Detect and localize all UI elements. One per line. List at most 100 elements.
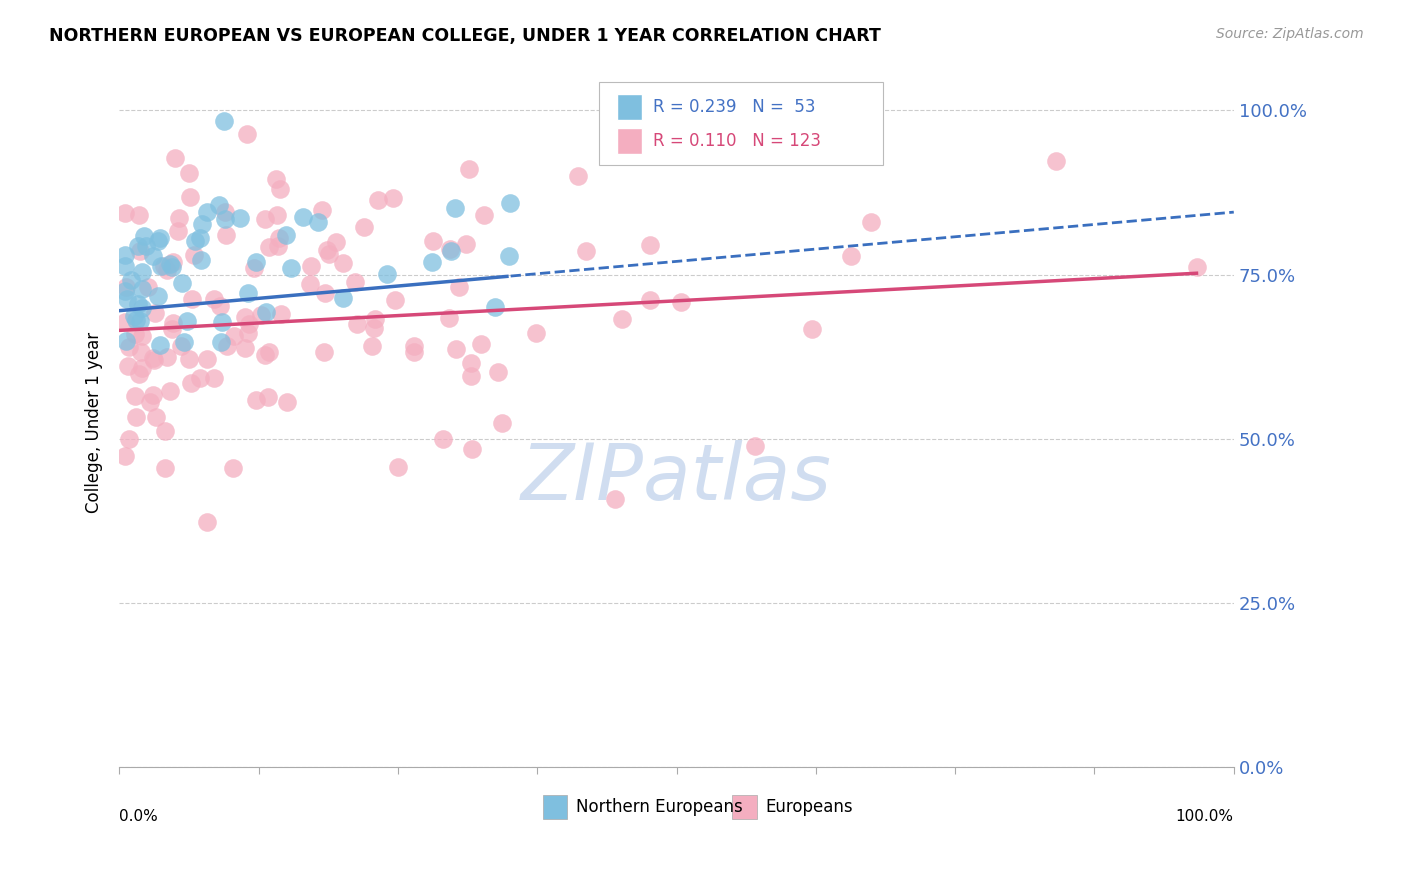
Point bbox=[135, 238, 157, 252]
Point bbox=[176, 314, 198, 328]
Point bbox=[202, 292, 225, 306]
Point bbox=[195, 351, 218, 366]
Point bbox=[245, 255, 267, 269]
Point bbox=[118, 432, 141, 446]
Point bbox=[269, 231, 291, 245]
Point bbox=[498, 249, 520, 263]
Point bbox=[384, 293, 406, 307]
Point bbox=[222, 460, 245, 475]
Point bbox=[125, 410, 148, 425]
Text: Source: ZipAtlas.com: Source: ZipAtlas.com bbox=[1216, 27, 1364, 41]
Point bbox=[314, 345, 336, 359]
Point bbox=[456, 237, 478, 252]
Point bbox=[460, 369, 482, 384]
Point bbox=[575, 244, 598, 258]
Point bbox=[191, 218, 214, 232]
Point bbox=[491, 417, 513, 431]
Point bbox=[120, 273, 142, 287]
Point bbox=[254, 305, 277, 319]
Point bbox=[124, 388, 146, 402]
Point bbox=[250, 309, 273, 323]
Point bbox=[1187, 260, 1209, 274]
Point bbox=[444, 343, 467, 357]
Point bbox=[253, 347, 276, 361]
Point bbox=[270, 307, 292, 321]
Point bbox=[839, 249, 862, 263]
Point bbox=[346, 317, 368, 331]
Point bbox=[159, 384, 181, 399]
Point bbox=[173, 335, 195, 350]
Point bbox=[259, 240, 281, 254]
Point bbox=[131, 301, 153, 315]
Point bbox=[114, 280, 136, 294]
Point bbox=[524, 326, 547, 340]
Point bbox=[211, 315, 233, 329]
Point bbox=[202, 371, 225, 385]
Point bbox=[353, 219, 375, 234]
Point bbox=[472, 208, 495, 222]
Point bbox=[267, 238, 290, 252]
Point bbox=[156, 263, 179, 277]
Point bbox=[127, 238, 149, 252]
Point bbox=[744, 439, 766, 453]
Point bbox=[567, 169, 589, 183]
Point bbox=[114, 315, 136, 329]
Point bbox=[222, 328, 245, 343]
Point bbox=[229, 211, 252, 225]
Point bbox=[299, 277, 322, 291]
Point bbox=[131, 282, 153, 296]
Point bbox=[122, 309, 145, 323]
Text: 0.0%: 0.0% bbox=[120, 809, 157, 823]
Point bbox=[264, 172, 287, 186]
Point bbox=[443, 202, 465, 216]
Point bbox=[128, 208, 150, 222]
Point bbox=[420, 254, 443, 268]
Point bbox=[162, 316, 184, 330]
Point bbox=[257, 345, 280, 359]
Point bbox=[299, 259, 322, 273]
Point bbox=[669, 294, 692, 309]
Point bbox=[142, 388, 165, 402]
Point bbox=[124, 326, 146, 341]
Point bbox=[214, 211, 236, 226]
Point bbox=[166, 225, 188, 239]
Point bbox=[1045, 153, 1067, 168]
Point bbox=[132, 229, 155, 244]
Point bbox=[461, 442, 484, 456]
Point bbox=[638, 293, 661, 307]
Point bbox=[603, 491, 626, 506]
Point bbox=[610, 312, 633, 326]
Text: ZIPatlas: ZIPatlas bbox=[522, 440, 832, 516]
Text: R = 0.110   N = 123: R = 0.110 N = 123 bbox=[654, 132, 821, 150]
Point bbox=[177, 166, 200, 180]
Point bbox=[860, 215, 883, 229]
Point bbox=[236, 285, 259, 300]
Text: Northern Europeans: Northern Europeans bbox=[576, 798, 742, 816]
FancyBboxPatch shape bbox=[617, 94, 643, 120]
Point bbox=[165, 151, 187, 165]
Point bbox=[242, 261, 264, 276]
Point bbox=[136, 279, 159, 293]
Point bbox=[314, 285, 336, 300]
Point bbox=[172, 277, 194, 291]
Point bbox=[115, 334, 138, 349]
Point bbox=[274, 227, 297, 242]
Point bbox=[153, 425, 176, 439]
Point bbox=[439, 243, 461, 257]
Point bbox=[460, 356, 482, 370]
Point bbox=[188, 231, 211, 245]
Point bbox=[363, 321, 385, 335]
Point bbox=[131, 265, 153, 279]
FancyBboxPatch shape bbox=[617, 128, 643, 154]
Point bbox=[499, 195, 522, 210]
Point bbox=[145, 410, 167, 425]
Point bbox=[257, 390, 280, 404]
Point bbox=[253, 211, 276, 226]
Point bbox=[128, 244, 150, 258]
Point bbox=[114, 260, 136, 274]
Point bbox=[149, 259, 172, 273]
Point bbox=[233, 341, 256, 355]
Point bbox=[153, 259, 176, 273]
Point bbox=[292, 210, 315, 224]
Point bbox=[131, 329, 153, 343]
